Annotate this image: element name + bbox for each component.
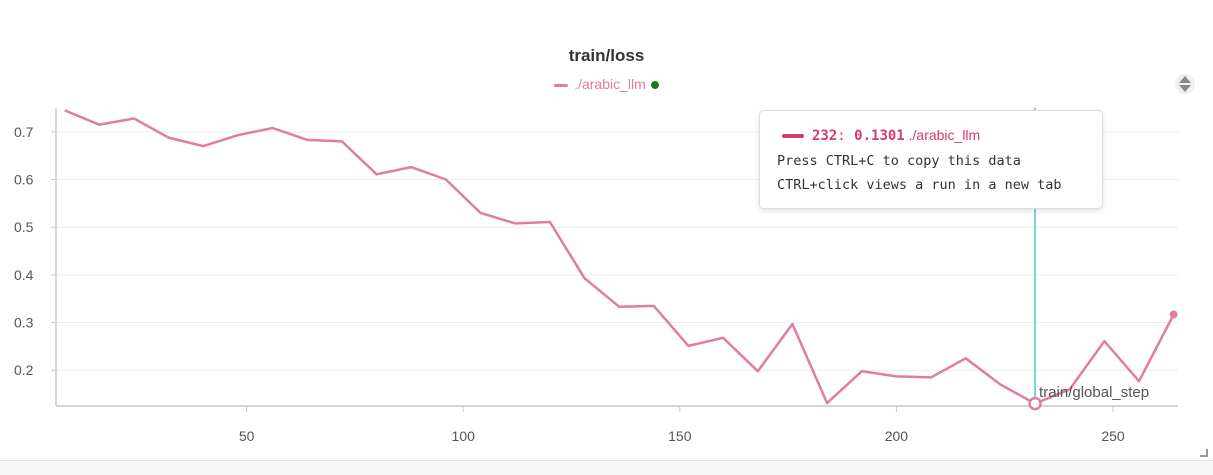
chevron-up-down-icon[interactable] bbox=[1175, 74, 1195, 94]
chart-panel: train/loss ./arabic_llm 0.2 0.3 0.4 0.5 0.6 0… bbox=[0, 0, 1213, 460]
x-axis-ticks: 50 100 150 200 250 bbox=[239, 406, 1125, 444]
series-end-point bbox=[1169, 310, 1178, 319]
tooltip-copy-hint: Press CTRL+C to copy this data bbox=[777, 153, 1021, 169]
series-line bbox=[64, 109, 1175, 405]
y-tick-label: 0.5 bbox=[14, 219, 34, 235]
x-tick-label: 100 bbox=[452, 428, 476, 444]
tooltip-value-row: 232: 0.1301 ./arabic_llm bbox=[782, 127, 980, 144]
tooltip-run-name: ./arabic_llm bbox=[908, 127, 981, 143]
hover-point bbox=[1028, 396, 1042, 411]
resize-corner-icon[interactable] bbox=[1200, 449, 1208, 457]
tooltip-series-swatch bbox=[782, 134, 804, 139]
legend-line-swatch bbox=[554, 83, 569, 87]
tooltip-separator: : bbox=[837, 128, 855, 144]
tooltip-step: 232 bbox=[812, 128, 838, 144]
chart-title: train/loss bbox=[568, 46, 645, 65]
x-tick-label: 50 bbox=[239, 428, 255, 444]
x-tick-label: 250 bbox=[1101, 428, 1125, 444]
y-axis-ticks: 0.2 0.3 0.4 0.5 0.6 0.7 bbox=[14, 124, 56, 378]
y-tick-label: 0.2 bbox=[14, 362, 34, 378]
run-status-dot bbox=[650, 81, 659, 90]
chevron-down-icon[interactable] bbox=[1179, 85, 1191, 92]
series bbox=[64, 109, 1178, 411]
tooltip-value: 0.1301 bbox=[854, 128, 905, 144]
x-tick-label: 200 bbox=[885, 428, 909, 444]
y-tick-label: 0.6 bbox=[14, 172, 34, 188]
y-tick-label: 0.7 bbox=[14, 124, 34, 140]
chevron-up-icon[interactable] bbox=[1179, 76, 1191, 83]
y-tick-label: 0.3 bbox=[14, 315, 34, 331]
axes bbox=[55, 108, 1178, 407]
panel-footer bbox=[0, 460, 1213, 475]
legend: ./arabic_llm bbox=[0, 76, 1213, 92]
x-axis-label: train/global_step bbox=[1039, 384, 1149, 401]
y-tick-label: 0.4 bbox=[14, 267, 34, 283]
legend-run-label[interactable]: ./arabic_llm bbox=[574, 76, 646, 92]
hover-tooltip: 232: 0.1301 ./arabic_llm Press CTRL+C to… bbox=[759, 110, 1103, 209]
tooltip-click-hint: CTRL+click views a run in a new tab bbox=[777, 177, 1062, 193]
line-chart[interactable]: 0.2 0.3 0.4 0.5 0.6 0.7 50 100 150 200 250 train/… bbox=[0, 0, 1213, 460]
x-tick-label: 150 bbox=[668, 428, 692, 444]
